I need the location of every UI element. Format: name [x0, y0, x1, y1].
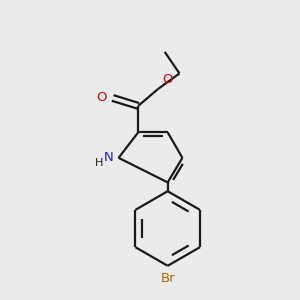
Text: H: H — [94, 158, 103, 168]
Text: N: N — [104, 152, 114, 164]
Text: O: O — [162, 73, 172, 86]
Text: O: O — [96, 92, 107, 104]
Text: Br: Br — [160, 272, 175, 285]
